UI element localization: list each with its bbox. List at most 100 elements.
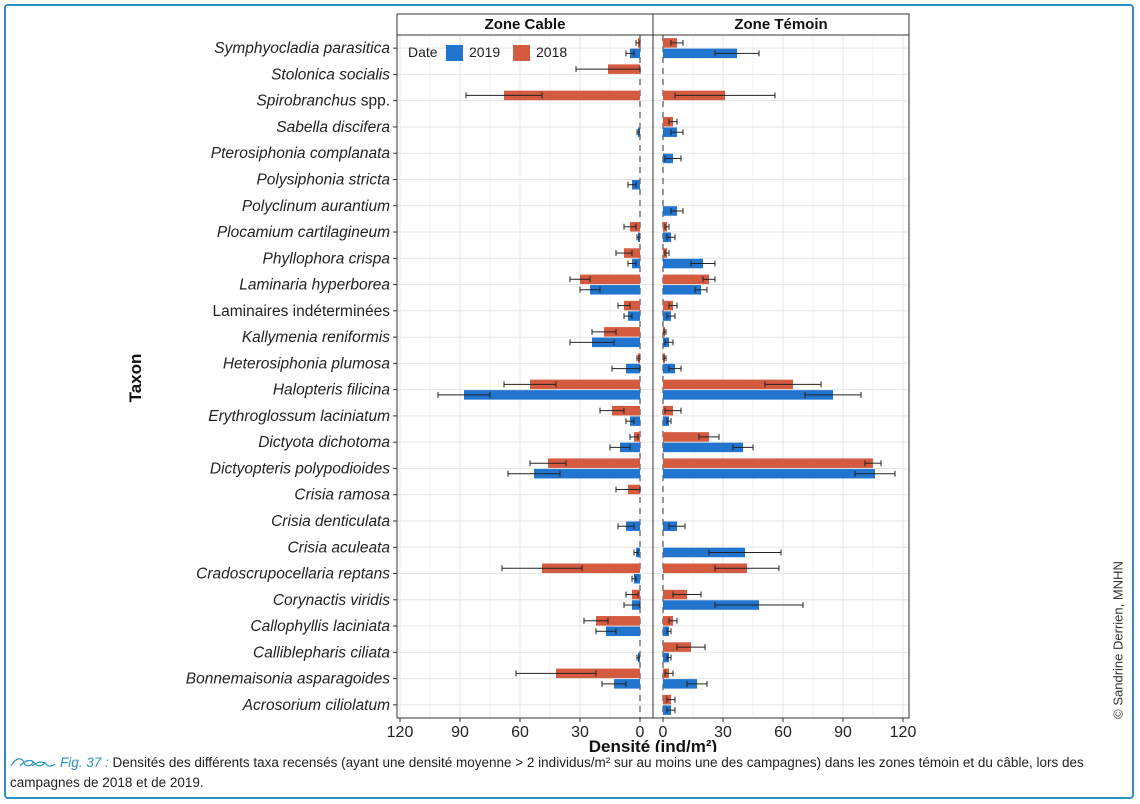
bar-2019 [663,127,677,137]
y-axis-title: Taxon [126,354,145,403]
bar-2019 [663,468,875,479]
x-tick-label: 30 [571,724,589,741]
bar-2019 [663,442,743,453]
bar-2019 [590,285,640,295]
figure-frame [4,4,1134,799]
bar-2018 [530,379,640,390]
bar-2018 [663,616,673,626]
taxon-label: Dictyota dichotoma [258,434,390,451]
taxon-label: Plocamium cartilagineum [217,224,390,241]
taxon-label: Heterosiphonia plumosa [223,355,391,372]
bar-2018 [663,432,709,442]
panel-title: Zone Cable [485,16,566,33]
bar-2018 [556,668,640,679]
bar-2018 [624,300,640,311]
bar-2019 [592,337,640,348]
taxon-label: Symphyocladia parasitica [214,40,390,57]
photo-credit: © Sandrine Derrien, MNHN [1110,561,1126,719]
taxon-label: Crisia aculeata [287,539,390,556]
legend-label-2019: 2019 [469,44,500,60]
bar-2019 [663,416,669,426]
x-tick-label: 30 [714,724,732,741]
taxon-label: Calliblepharis ciliata [253,644,390,661]
x-tick-label: 0 [659,724,668,741]
taxon-label: Stolonica socialis [271,66,390,83]
bar-2018 [596,616,640,626]
bar-2019 [606,626,640,637]
x-tick-label: 60 [511,724,529,741]
taxon-label: Laminaires indéterminées [213,303,391,320]
x-tick-label: 90 [451,724,469,741]
bar-2018 [580,274,640,285]
taxon-label: Corynactis viridis [273,592,390,609]
taxon-label: Acrosorium ciliolatum [242,697,390,714]
bar-2019 [663,626,669,637]
bar-2019 [614,679,640,689]
taxon-label: Callophyllis laciniata [250,618,390,635]
legend-label-2018: 2018 [536,44,567,60]
x-tick-label: 90 [834,724,852,741]
legend-title: Date [408,44,438,60]
bar-2019 [663,679,697,689]
taxon-label: Halopteris filicina [273,382,391,399]
bar-2018 [663,563,747,574]
taxon-label: Kallymenia reniformis [242,329,390,346]
taxon-label: Crisia denticulata [271,513,390,530]
taxon-label: Crisia ramosa [294,487,390,504]
bar-2018 [548,458,640,468]
bar-2019 [663,48,737,59]
caption-text: Densités des différents taxa recensés (a… [10,755,1084,790]
bar-2019 [630,48,640,59]
bar-2019 [663,547,745,558]
taxon-label: Polyclinum aurantium [242,198,390,215]
bar-2019 [663,652,669,663]
taxon-label: Sabella discifera [276,119,390,136]
taxon-label: Pterosiphonia complanata [211,145,391,162]
bar-2019 [534,468,640,479]
bar-2018 [663,274,709,285]
bar-2019 [663,258,703,269]
bar-2019 [630,416,640,426]
legend: Date 2019 2018 [408,44,567,61]
bar-chart: Zone Cable 0 30 60 90 120 Zone Témoin 0 30 60 90 12… [126,13,917,752]
bar-2019 [464,390,640,400]
bar-2018 [504,90,640,101]
wave-icon [10,754,56,773]
x-tick-label: 60 [774,724,792,741]
bar-2018 [663,116,673,127]
bar-2018 [542,563,640,574]
bar-2019 [628,311,640,321]
panel-border [652,34,910,719]
panel-zone-cable: Zone Cable 0 30 60 90 120 [387,13,654,741]
figure-label: Fig. 37 : [60,755,109,770]
bar-2019 [663,600,759,610]
bar-2018 [663,379,793,390]
legend-swatch-2018 [513,45,530,61]
x-tick-label: 120 [890,724,917,741]
taxon-label: Spirobranchus spp. [256,93,390,110]
panel-zone-temoin: Zone Témoin 0 30 60 90 120 [652,13,917,741]
panel-title: Zone Témoin [734,16,827,33]
bar-2019 [663,285,701,295]
bar-2018 [663,458,873,468]
x-axis-title: Densité (ind/m²) [589,737,717,752]
panel-background [397,35,653,718]
bar-2019 [663,206,677,216]
taxon-label: Cradoscrupocellaria reptans [196,566,390,583]
taxon-label: Laminaria hyperborea [239,277,390,294]
bar-2019 [634,574,640,584]
bar-2018 [663,300,673,311]
taxon-label: Polysiphonia stricta [256,171,390,188]
bar-2019 [663,390,833,400]
taxon-label: Erythroglossum laciniatum [208,408,390,425]
bar-2018 [604,327,640,337]
figure-caption: Fig. 37 : Densités des différents taxa r… [10,753,1120,792]
bar-2018 [612,405,640,416]
bar-2018 [663,38,677,48]
x-tick-label: 0 [636,724,645,741]
panel-background [653,35,909,718]
taxon-label: Bonnemaisonia asparagoides [186,671,390,688]
taxon-label: Dictyopteris polypodioides [210,460,390,477]
x-tick-label: 120 [387,724,414,741]
taxon-label: Phyllophora crispa [262,250,390,267]
